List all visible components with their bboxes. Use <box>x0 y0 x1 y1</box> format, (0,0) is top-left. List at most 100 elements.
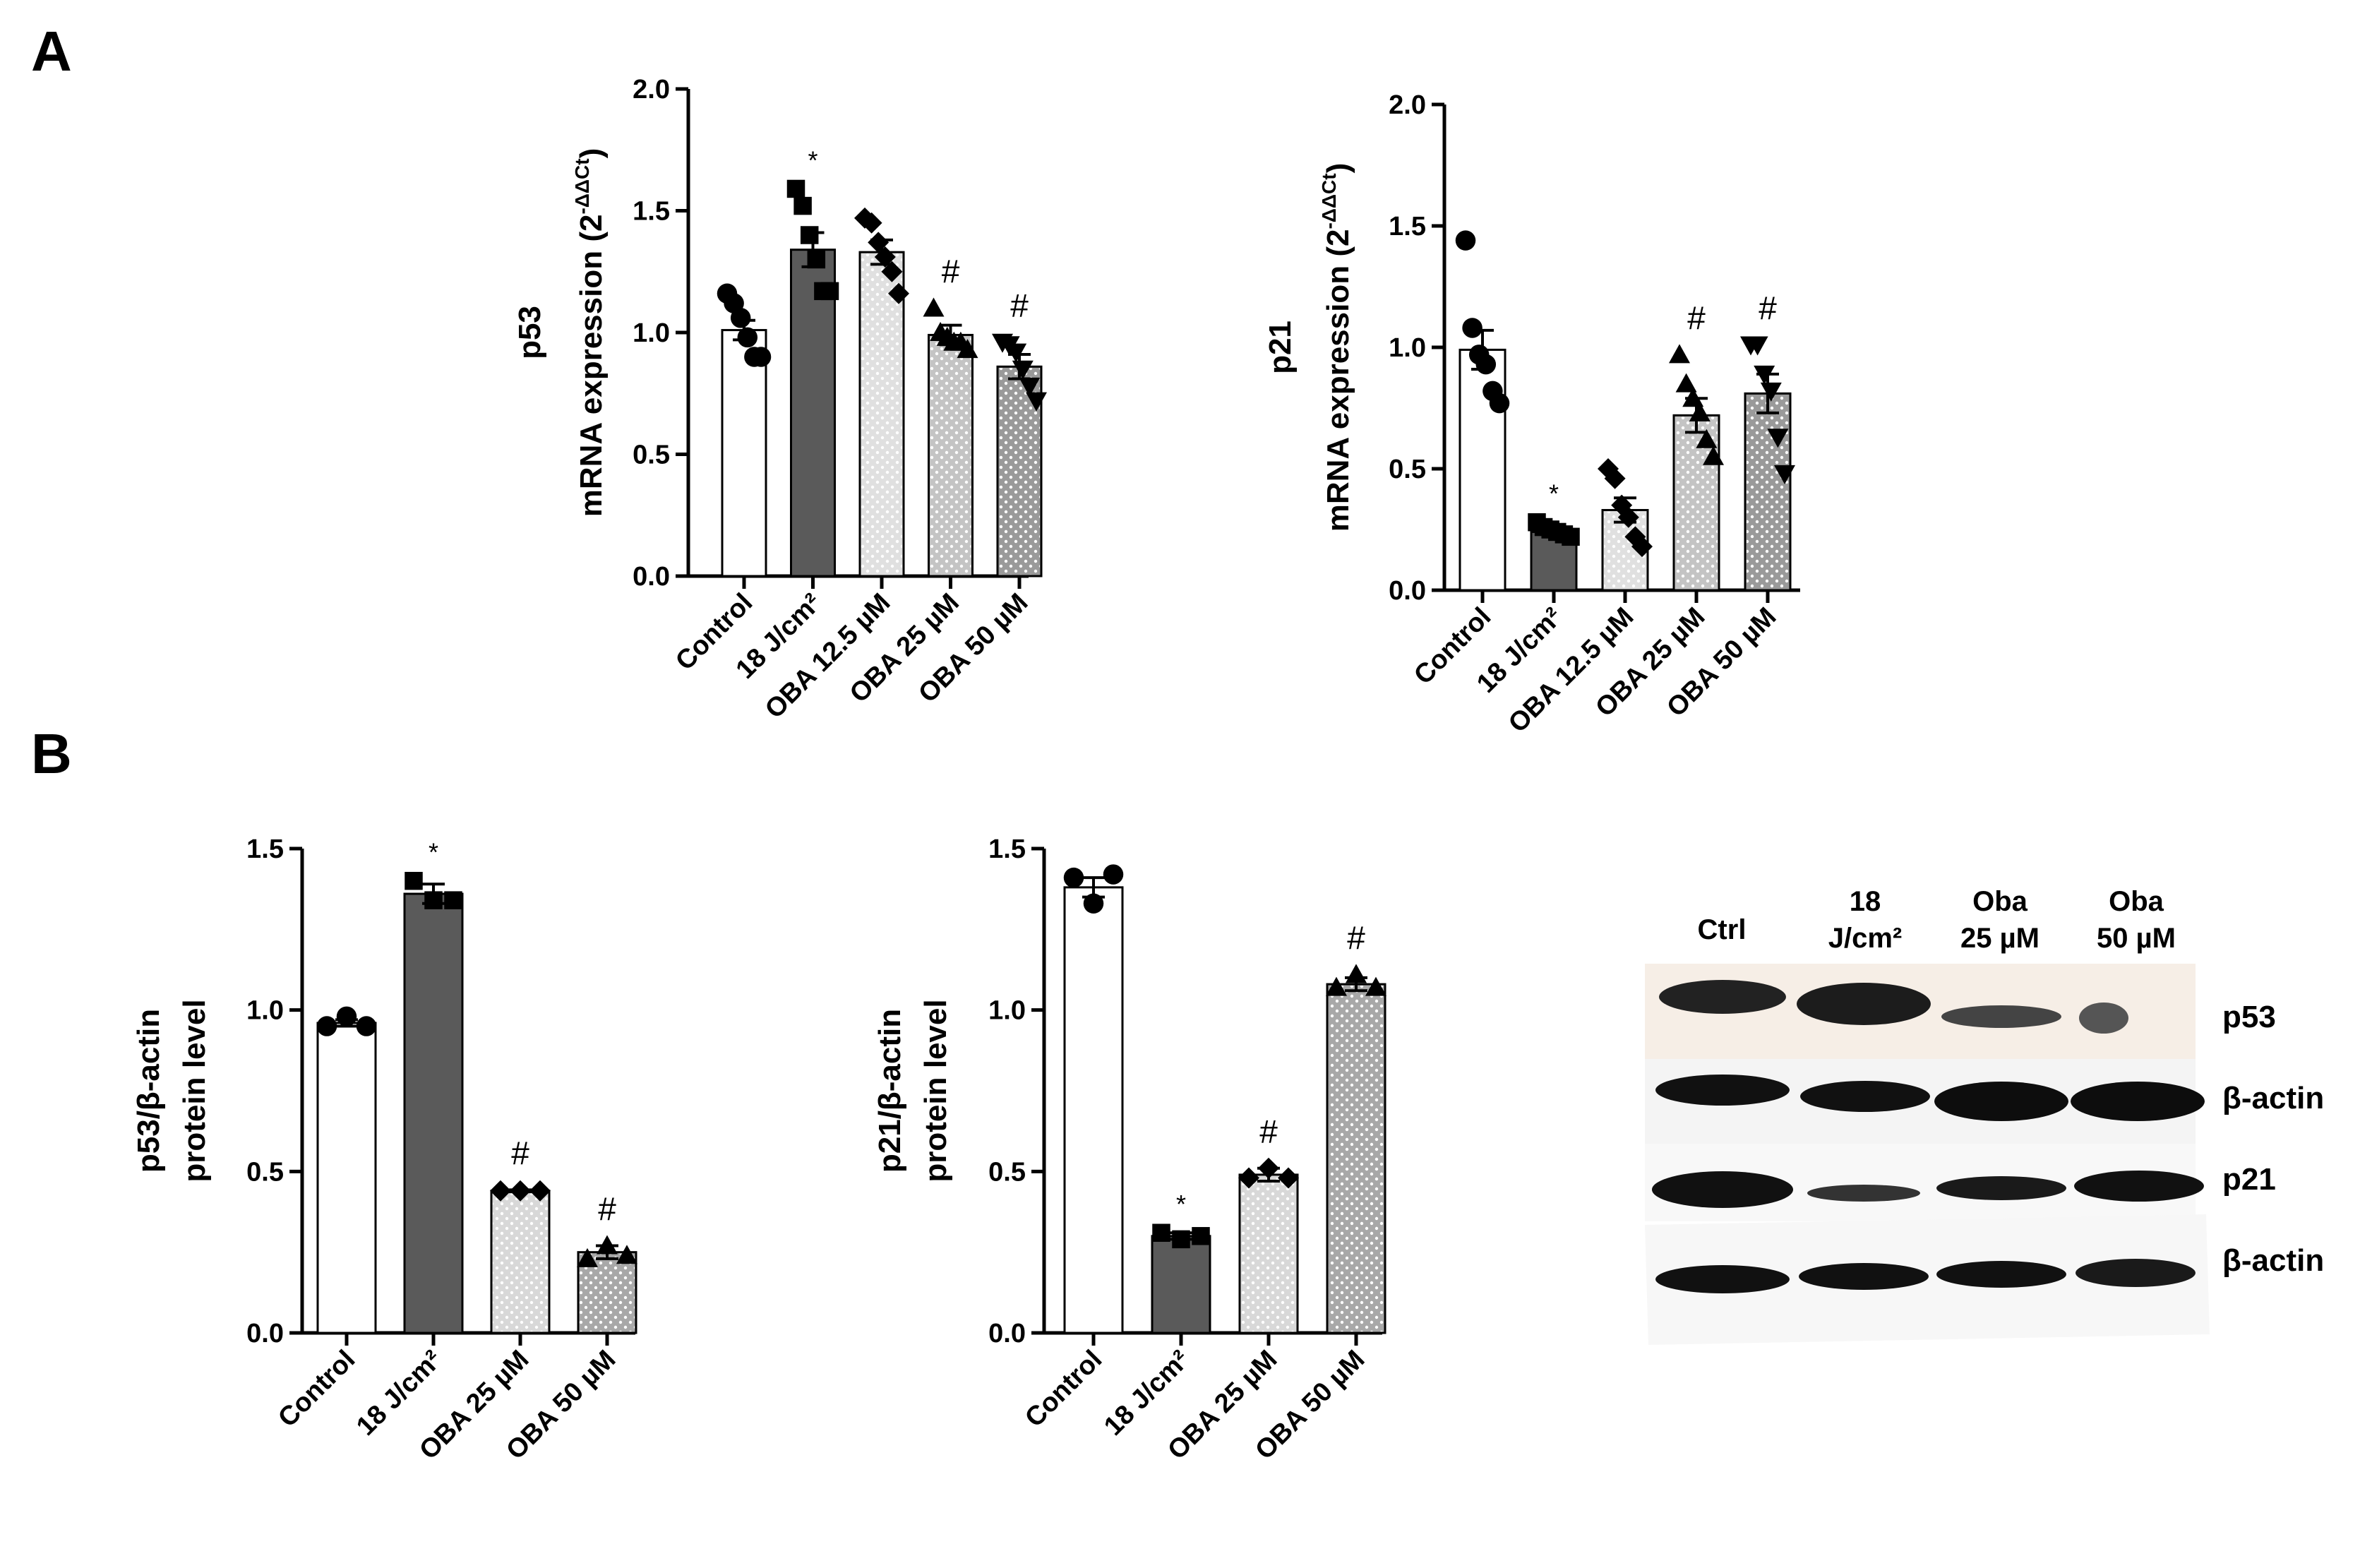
y-tick-label: 0.0 <box>988 1319 1026 1348</box>
panel-label: A <box>31 20 72 83</box>
bar-texture <box>493 1192 548 1331</box>
bar <box>316 1022 377 1334</box>
bar-texture <box>1241 1175 1296 1331</box>
y-tick-label: 1.5 <box>1389 212 1426 241</box>
significance-mark: # <box>511 1135 529 1171</box>
data-point <box>1026 392 1047 412</box>
data-point <box>616 1245 637 1264</box>
data-point <box>1696 429 1718 448</box>
x-tick-label: Control <box>1019 1345 1108 1433</box>
data-point <box>577 1247 598 1267</box>
data-point <box>1604 467 1626 489</box>
bar-texture <box>930 336 971 575</box>
data-point <box>356 1016 377 1036</box>
y-tick-label: 1.0 <box>988 996 1026 1026</box>
data-point <box>1326 976 1347 996</box>
bar-texture <box>861 253 902 575</box>
blot-column-label: 25 µM <box>1960 923 2039 954</box>
data-point <box>1063 867 1084 888</box>
y-axis-title: mRNA expression (2-ΔΔCt) <box>1318 163 1355 532</box>
y-tick-label: 0.0 <box>633 562 670 592</box>
data-point <box>874 246 896 268</box>
y-tick-label: 1.0 <box>633 318 670 348</box>
data-point <box>1631 536 1653 558</box>
blot-column-label: J/cm² <box>1828 923 1903 954</box>
significance-mark: * <box>1549 479 1559 508</box>
x-tick-label: Control <box>272 1345 361 1433</box>
y-tick-label: 0.0 <box>246 1319 284 1348</box>
y-tick-label: 1.0 <box>246 996 284 1026</box>
blot-column-label: 18 <box>1850 886 1881 917</box>
data-point <box>1152 1223 1170 1242</box>
data-point <box>336 1006 357 1027</box>
y-axis-title: protein level <box>177 999 212 1182</box>
y-axis-title: p53/β-actin <box>131 1009 166 1173</box>
data-point <box>1455 230 1476 251</box>
y-tick-label: 0.5 <box>633 441 670 470</box>
y-tick-label: 2.0 <box>1389 90 1426 120</box>
blot-row-label: p21 <box>2222 1162 2276 1197</box>
significance-mark: # <box>598 1191 616 1228</box>
data-point <box>529 1180 551 1202</box>
y-tick-label: 0.5 <box>246 1157 284 1187</box>
data-point <box>1462 318 1482 338</box>
data-point <box>490 1180 511 1202</box>
bar <box>1063 886 1124 1334</box>
y-axis-title-sup: -ΔΔCt <box>1318 173 1340 229</box>
data-point <box>316 1016 337 1036</box>
y-axis-title: p53 <box>513 306 547 359</box>
data-point <box>1083 893 1104 914</box>
data-point <box>1760 382 1782 402</box>
data-point <box>800 226 819 244</box>
data-point <box>1675 373 1697 393</box>
y-tick-label: 2.0 <box>633 75 670 104</box>
data-point <box>957 339 978 359</box>
y-tick-label: 1.5 <box>246 834 284 864</box>
blot-column-label: Ctrl <box>1698 914 1747 945</box>
data-point <box>1747 336 1768 356</box>
data-point <box>1019 377 1041 397</box>
bar-texture <box>1329 986 1384 1331</box>
blot-row-label: β-actin <box>2222 1243 2324 1278</box>
blot-row-label: p53 <box>2222 1000 2276 1034</box>
significance-mark: # <box>1347 919 1365 956</box>
y-axis-title: p21/β-actin <box>873 1009 907 1173</box>
x-tick-label: OBA 12.5 µM <box>1503 602 1640 739</box>
data-point <box>1103 864 1124 885</box>
data-point <box>444 891 462 909</box>
y-axis-title-part: protein level <box>177 999 212 1182</box>
y-tick-label: 1.5 <box>988 834 1026 864</box>
data-point <box>923 297 945 317</box>
data-point <box>888 282 909 304</box>
significance-mark: # <box>1687 299 1706 336</box>
significance-mark: # <box>942 253 960 290</box>
panel-label: B <box>31 722 72 785</box>
data-point <box>786 179 805 198</box>
data-point <box>1669 344 1690 364</box>
blot-column-label: Oba <box>2109 886 2164 917</box>
y-axis-title: mRNA expression (2-ΔΔCt) <box>571 148 609 517</box>
y-axis-title: protein level <box>918 999 953 1182</box>
data-point <box>1012 360 1034 380</box>
data-point <box>1365 976 1386 996</box>
blot-column-label: 50 µM <box>2097 923 2176 954</box>
significance-mark: # <box>1759 290 1777 327</box>
bar <box>403 892 464 1334</box>
blot-image <box>1645 964 2210 1345</box>
bar-texture <box>1747 395 1789 589</box>
data-point <box>405 871 423 890</box>
y-axis-title-part: ) <box>1321 163 1355 174</box>
blot-row-label: β-actin <box>2222 1081 2324 1115</box>
data-point <box>1238 1167 1259 1189</box>
blot-column-label: Oba <box>1972 886 2028 917</box>
y-axis-title-part: mRNA expression (2 <box>574 215 609 517</box>
y-axis-title-part: protein level <box>918 999 953 1182</box>
y-tick-label: 0.5 <box>988 1157 1026 1187</box>
y-axis-title-part: ) <box>574 148 609 159</box>
significance-mark: * <box>1176 1190 1186 1219</box>
y-tick-label: 0.0 <box>1389 576 1426 606</box>
y-tick-label: 1.0 <box>1389 333 1426 363</box>
significance-mark: * <box>808 145 817 174</box>
y-axis-title: p21 <box>1263 321 1298 374</box>
